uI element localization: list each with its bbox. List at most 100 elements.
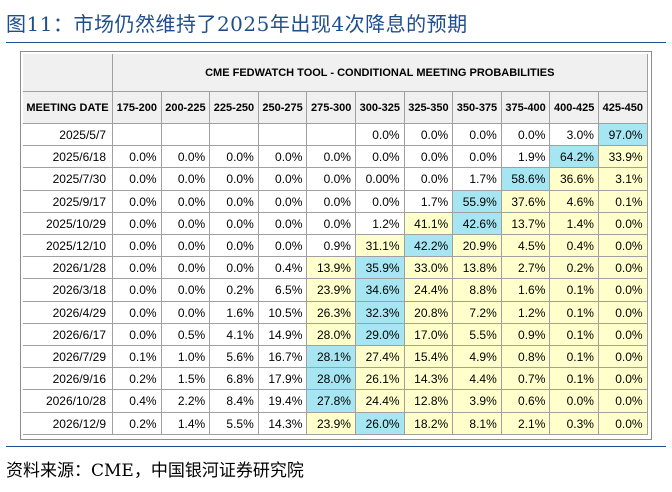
probability-cell: 4.6% <box>550 190 599 213</box>
fedwatch-table: CME FEDWATCH TOOL - CONDITIONAL MEETING … <box>20 51 652 440</box>
corner-blank <box>23 54 113 92</box>
column-header: 275-300 <box>307 92 356 124</box>
probability-cell: 27.4% <box>356 346 405 369</box>
probability-cell: 0.0% <box>453 146 502 169</box>
probability-cell: 1.6% <box>501 279 551 302</box>
meeting-date-cell: 2026/7/29 <box>23 346 113 369</box>
probability-cell: 0.0% <box>356 146 405 169</box>
probability-cell: 37.6% <box>501 190 551 213</box>
probability-cell: 3.9% <box>453 390 502 413</box>
column-header: 425-450 <box>599 92 648 124</box>
probability-cell: 0.3% <box>550 412 599 435</box>
probability-cell: 0.0% <box>258 168 308 191</box>
meeting-date-cell: 2026/10/28 <box>23 390 113 413</box>
probability-cell: 24.4% <box>356 390 405 413</box>
probability-cell: 0.0% <box>161 190 211 213</box>
probability-cell: 0.0% <box>307 168 356 191</box>
probability-cell: 0.0% <box>210 235 259 258</box>
probability-cell: 0.1% <box>550 301 599 324</box>
probability-cell: 18.2% <box>404 412 454 435</box>
probability-cell: 10.5% <box>258 301 308 324</box>
probability-cell: 0.9% <box>307 235 356 258</box>
probability-cell: 28.0% <box>307 323 356 346</box>
probability-cell: 1.5% <box>161 368 211 391</box>
table-grid: CME FEDWATCH TOOL - CONDITIONAL MEETING … <box>23 54 648 435</box>
probability-cell: 28.0% <box>307 368 356 391</box>
probability-cell: 0.0% <box>161 168 211 191</box>
probability-cell: 1.2% <box>501 301 551 324</box>
probability-cell: 0.1% <box>550 368 599 391</box>
probability-cell: 0.0% <box>113 279 162 302</box>
probability-cell: 0.1% <box>599 190 648 213</box>
probability-cell: 0.0% <box>599 412 648 435</box>
probability-cell: 0.0% <box>550 390 599 413</box>
probability-cell: 42.2% <box>404 235 454 258</box>
probability-cell: 26.1% <box>356 368 405 391</box>
probability-cell: 0.0% <box>113 301 162 324</box>
probability-cell: 16.7% <box>258 346 308 369</box>
probability-cell: 0.0% <box>113 235 162 258</box>
table-title: CME FEDWATCH TOOL - CONDITIONAL MEETING … <box>113 54 648 92</box>
probability-cell: 0.1% <box>550 346 599 369</box>
probability-cell: 7.2% <box>453 301 502 324</box>
column-header: 225-250 <box>210 92 259 124</box>
probability-cell: 0.0% <box>113 190 162 213</box>
probability-cell: 0.0% <box>599 279 648 302</box>
meeting-date-cell: 2026/12/9 <box>23 412 113 435</box>
probability-cell: 27.8% <box>307 390 356 413</box>
probability-cell: 0.0% <box>210 146 259 169</box>
probability-cell: 0.0% <box>258 212 308 235</box>
probability-cell: 0.0% <box>599 235 648 258</box>
probability-cell: 2.7% <box>501 257 551 280</box>
column-header: 250-275 <box>258 92 308 124</box>
figure-title: 图11：市场仍然维持了2025年出现4次降息的预期 <box>6 12 468 36</box>
probability-cell: 0.0% <box>599 212 648 235</box>
probability-cell: 23.9% <box>307 279 356 302</box>
probability-cell: 1.7% <box>453 168 502 191</box>
probability-cell: 1.0% <box>161 346 211 369</box>
probability-cell: 14.3% <box>404 368 454 391</box>
probability-cell: 0.0% <box>161 146 211 169</box>
probability-cell: 1.7% <box>404 190 454 213</box>
probability-cell: 5.6% <box>210 346 259 369</box>
probability-cell: 3.1% <box>599 168 648 191</box>
probability-cell: 0.0% <box>599 257 648 280</box>
probability-cell: 0.7% <box>501 368 551 391</box>
probability-cell: 97.0% <box>599 124 648 147</box>
probability-cell: 0.2% <box>550 257 599 280</box>
probability-cell: 35.9% <box>356 257 405 280</box>
probability-cell: 28.1% <box>307 346 356 369</box>
source-note: 资料来源：CME，中国银河证券研究院 <box>6 461 304 481</box>
probability-cell: 12.8% <box>404 390 454 413</box>
meeting-date-cell: 2026/3/18 <box>23 279 113 302</box>
probability-cell: 0.0% <box>599 368 648 391</box>
probability-cell: 17.0% <box>404 323 454 346</box>
probability-cell: 0.0% <box>113 323 162 346</box>
probability-cell: 0.2% <box>210 279 259 302</box>
probability-cell: 33.0% <box>404 257 454 280</box>
title-divider <box>6 42 666 43</box>
probability-cell: 0.0% <box>356 124 405 147</box>
probability-cell: 0.1% <box>550 279 599 302</box>
probability-cell: 4.1% <box>210 323 259 346</box>
probability-cell: 0.6% <box>501 390 551 413</box>
meeting-date-cell: 2025/10/29 <box>23 212 113 235</box>
meeting-date-cell: 2025/5/7 <box>23 124 113 147</box>
probability-cell: 0.5% <box>161 323 211 346</box>
row-header: MEETING DATE <box>23 92 113 124</box>
probability-cell: 0.0% <box>356 190 405 213</box>
probability-cell: 1.4% <box>161 412 211 435</box>
probability-cell: 55.9% <box>453 190 502 213</box>
column-header: 325-350 <box>404 92 454 124</box>
probability-cell: 64.2% <box>550 146 599 169</box>
probability-cell: 31.1% <box>356 235 405 258</box>
probability-cell: 5.5% <box>453 323 502 346</box>
probability-cell: 0.0% <box>161 279 211 302</box>
probability-cell: 4.5% <box>501 235 551 258</box>
probability-cell: 0.0% <box>404 146 454 169</box>
probability-cell: 33.9% <box>599 146 648 169</box>
probability-cell: 0.4% <box>258 257 308 280</box>
probability-cell: 0.0% <box>161 257 211 280</box>
probability-cell: 1.4% <box>550 212 599 235</box>
probability-cell: 13.9% <box>307 257 356 280</box>
